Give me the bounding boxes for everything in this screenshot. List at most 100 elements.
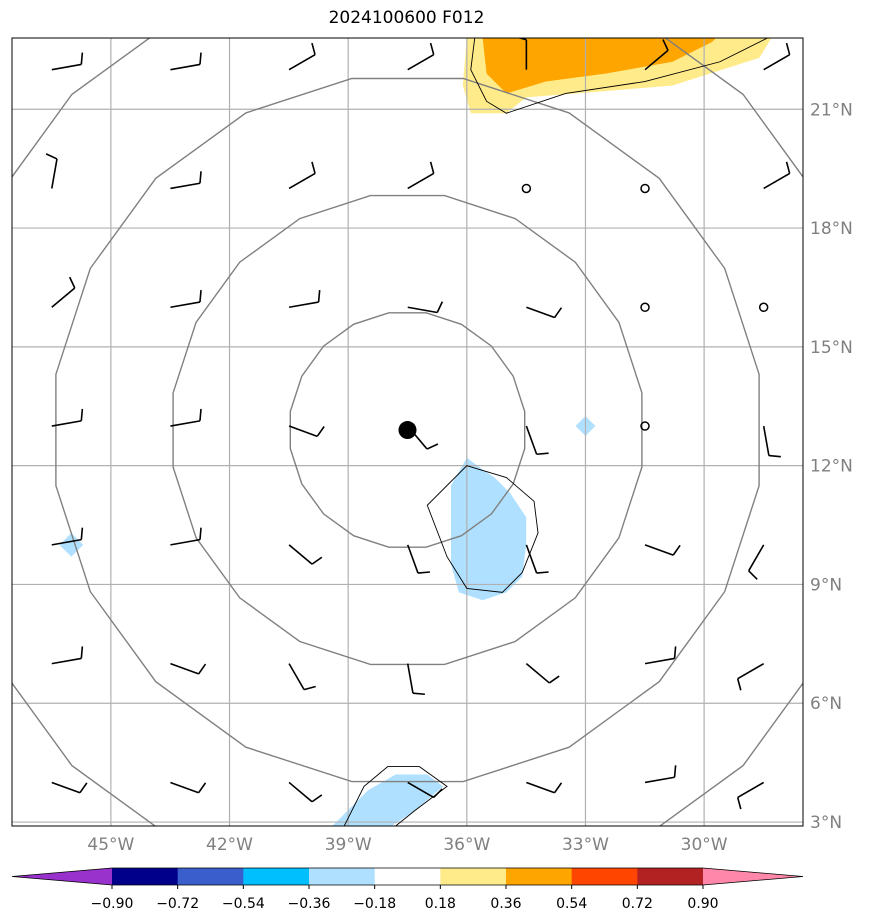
wind-barb xyxy=(525,663,560,684)
colorbar-segment xyxy=(112,868,179,885)
wind-barb xyxy=(525,544,549,574)
colorbar-tick-label: −0.36 xyxy=(288,896,331,912)
calm-marker xyxy=(640,302,650,313)
wind-barb xyxy=(51,408,84,427)
shaded-region xyxy=(482,38,716,94)
wind-barb xyxy=(407,781,443,799)
colorbar-tick-label: −0.72 xyxy=(156,896,199,912)
wind-barb xyxy=(288,544,323,565)
calm-marker xyxy=(640,421,650,431)
calm-marker xyxy=(521,183,532,194)
wind-barb xyxy=(170,408,202,427)
colorbar-extend-low xyxy=(12,868,112,885)
lat-tick-label: 9°N xyxy=(810,575,842,595)
contour-outline xyxy=(470,38,768,114)
wind-barb xyxy=(288,663,316,691)
wind-barb xyxy=(525,425,549,456)
wind-barb xyxy=(747,544,765,580)
colorbar-segment xyxy=(637,868,704,885)
lon-tick-label: 42°W xyxy=(206,835,253,855)
wind-barb xyxy=(644,765,677,784)
wind-barb xyxy=(170,781,207,794)
wind-barb xyxy=(288,781,323,803)
wind-barb xyxy=(526,306,563,319)
map-frame xyxy=(11,37,804,827)
lon-tick-label: 30°W xyxy=(681,835,728,855)
wind-barb xyxy=(51,527,84,546)
wind-barb xyxy=(170,52,202,71)
range-ring xyxy=(289,312,526,548)
wind-barb xyxy=(45,153,58,189)
range-ring xyxy=(55,77,760,783)
wind-barb xyxy=(644,646,677,665)
wind-barb xyxy=(644,544,681,556)
lon-tick-label: 45°W xyxy=(87,835,134,855)
lat-tick-label: 15°N xyxy=(810,338,853,358)
wind-barb xyxy=(526,781,563,794)
wind-barb xyxy=(170,290,202,309)
lat-tick-label: 12°N xyxy=(810,457,853,477)
colorbar-segment xyxy=(177,868,244,885)
colorbar-segment xyxy=(506,868,573,885)
wind-barb xyxy=(288,42,316,71)
wind-barb xyxy=(406,663,425,696)
wind-barb xyxy=(288,425,325,438)
storm-center-marker xyxy=(398,421,417,440)
longitude-tick-labels: 45°W 42°W 39°W 36°W 33°W 30°W xyxy=(87,835,727,855)
lat-tick-label: 21°N xyxy=(810,100,853,120)
map-title: 2024100600 F012 xyxy=(328,8,485,28)
wind-barb xyxy=(736,781,765,810)
wind-barb xyxy=(288,290,321,309)
lat-tick-label: 18°N xyxy=(810,219,853,239)
contour-outline xyxy=(426,465,539,593)
wind-barb xyxy=(170,171,202,190)
wind-barb xyxy=(407,42,435,71)
colorbar-segment xyxy=(309,868,376,885)
lon-tick-label: 39°W xyxy=(325,835,372,855)
shaded-region xyxy=(451,457,527,601)
colorbar-tick-label: 0.90 xyxy=(687,896,718,912)
range-ring xyxy=(172,194,643,666)
range-rings xyxy=(12,38,803,826)
wind-barb xyxy=(51,52,84,71)
storm-center-dot xyxy=(398,421,417,440)
calm-marker xyxy=(758,302,769,313)
calm-marker xyxy=(640,183,650,194)
wind-barb xyxy=(763,161,791,190)
lat-tick-label: 6°N xyxy=(810,694,842,714)
colorbar-tick-label: 0.72 xyxy=(622,896,653,912)
colorbar-tick-label: 0.54 xyxy=(556,896,587,912)
wind-barbs xyxy=(45,38,791,810)
wind-barb xyxy=(288,161,316,190)
wind-barb xyxy=(763,42,791,71)
contour-outline xyxy=(343,766,448,826)
lon-tick-label: 36°W xyxy=(443,835,490,855)
colorbar-tick-label: 0.18 xyxy=(425,896,456,912)
contour-outlines xyxy=(343,38,768,826)
colorbar-labels: −0.90 −0.72 −0.54 −0.36 −0.18 0.18 0.36 0.54 0.7… xyxy=(91,885,719,912)
wind-barb xyxy=(407,301,444,314)
colorbar-extend-high xyxy=(703,868,803,885)
shaded-region xyxy=(59,532,84,557)
gridlines xyxy=(12,38,803,826)
lat-tick-label: 3°N xyxy=(810,813,842,833)
lon-tick-label: 33°W xyxy=(562,835,609,855)
colorbar xyxy=(11,867,804,886)
colorbar-tick-label: −0.54 xyxy=(222,896,265,912)
wind-barb xyxy=(406,544,431,574)
wind-barb xyxy=(762,425,781,458)
wind-barb xyxy=(170,527,202,546)
colorbar-segment xyxy=(571,868,638,885)
colorbar-segment xyxy=(243,868,310,885)
colorbar-tick-label: −0.90 xyxy=(91,896,134,912)
wind-barb xyxy=(644,39,669,71)
wind-barb xyxy=(51,276,76,308)
wind-barb xyxy=(407,161,435,190)
colorbar-segment xyxy=(374,868,441,885)
colorbar-tick-label: −0.18 xyxy=(353,896,396,912)
colorbar-tick-label: 0.36 xyxy=(490,896,521,912)
range-ring xyxy=(12,38,803,826)
colorbar-segment xyxy=(440,868,507,885)
wind-barb xyxy=(736,662,765,691)
